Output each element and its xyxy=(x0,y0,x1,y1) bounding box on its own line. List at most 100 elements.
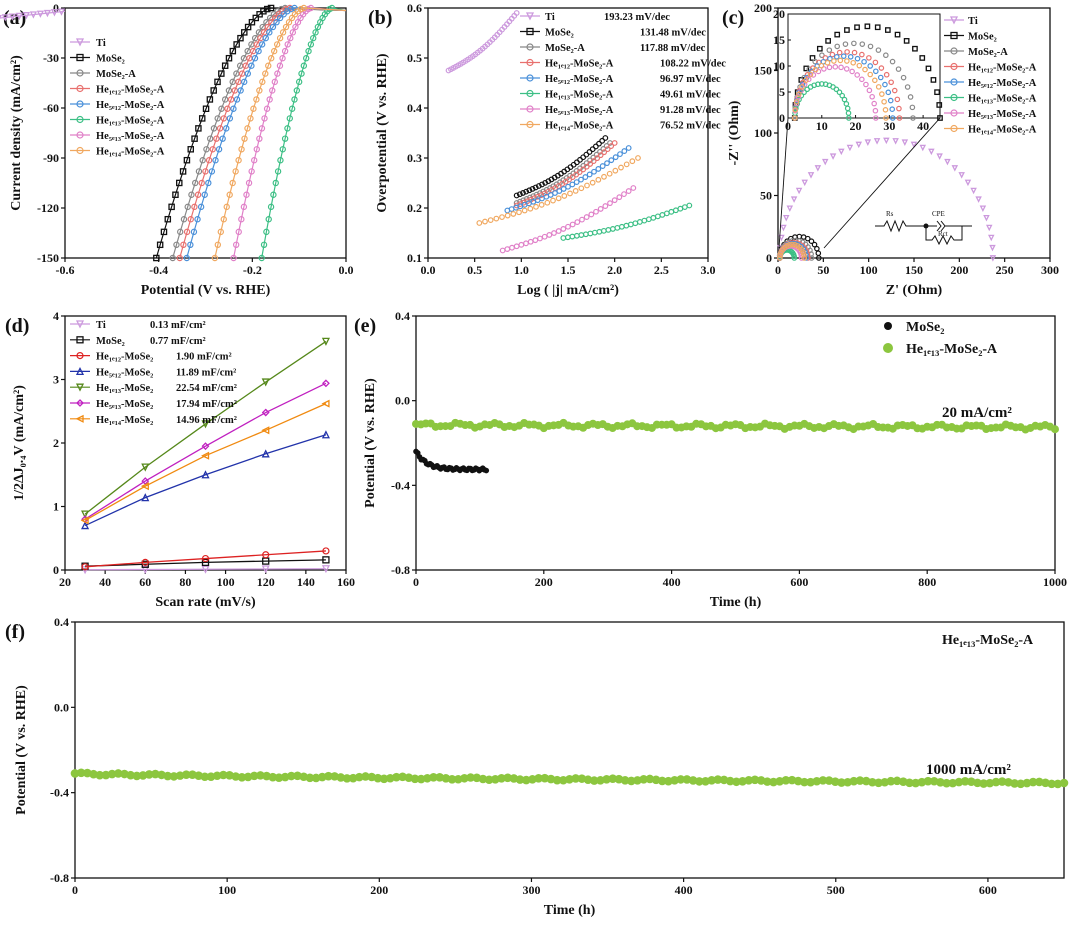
curve-marker xyxy=(184,203,191,211)
inset-marker xyxy=(889,58,896,65)
cdl-marker xyxy=(321,399,330,408)
legend-label: MoSe₂-A xyxy=(968,47,1008,58)
tafel-marker xyxy=(611,197,618,204)
tafel-marker xyxy=(583,160,590,166)
stability-point xyxy=(163,771,173,781)
x-tick-label: 0.0 xyxy=(339,263,354,277)
stability-point xyxy=(200,772,210,782)
y-tick-label: 1 xyxy=(53,500,59,514)
curve-marker xyxy=(284,125,291,132)
stability-point xyxy=(602,775,611,784)
curve-marker xyxy=(292,23,299,31)
curve-marker xyxy=(218,70,225,77)
tafel-marker xyxy=(589,179,596,186)
inset-marker xyxy=(795,93,802,100)
tafel-marker xyxy=(608,143,615,149)
stability-point xyxy=(639,775,648,784)
legend-label: He₁ₑ₁₂-MoSe₂-A xyxy=(96,85,165,96)
plot-frame xyxy=(64,7,347,259)
curve-marker xyxy=(8,13,16,21)
tafel-marker xyxy=(617,151,623,158)
curve-marker xyxy=(223,125,230,132)
curve-marker xyxy=(238,216,245,223)
nyquist-marker xyxy=(988,234,995,242)
nyquist-marker xyxy=(983,214,990,222)
cdl-marker xyxy=(201,451,210,460)
curve-marker xyxy=(201,191,208,198)
nyquist-marker xyxy=(919,144,927,152)
curve-marker xyxy=(233,96,241,103)
x-tick-label: 40 xyxy=(99,575,111,589)
legend-label: He₅ₑ₁₂-MoSe₂-A xyxy=(545,74,614,85)
stability-point xyxy=(466,773,475,782)
inset-marker xyxy=(875,84,882,90)
curve-marker xyxy=(288,105,296,112)
tafel-marker xyxy=(513,10,520,16)
curve-marker xyxy=(168,203,175,211)
y-axis-title: 1/2∆J₀.₄V (mA/cm²) xyxy=(12,385,27,501)
stability-point xyxy=(676,775,686,784)
tafel-marker xyxy=(561,193,568,199)
y-axis-title: Overpotential (V vs. RHE) xyxy=(375,53,390,213)
curve-marker xyxy=(221,62,229,69)
curve-marker xyxy=(244,23,252,31)
inset-marker xyxy=(863,81,869,88)
legend-marker xyxy=(950,62,958,71)
panel-label: (e) xyxy=(354,315,376,337)
curve-marker xyxy=(187,241,194,249)
curve-marker xyxy=(247,115,254,122)
tafel-marker xyxy=(482,218,488,225)
tafel-marker xyxy=(629,158,636,165)
inset-marker xyxy=(845,115,852,121)
curve-marker xyxy=(272,179,279,187)
circuit-cpe xyxy=(936,220,942,232)
tafel-marker xyxy=(476,220,483,226)
curve-marker xyxy=(230,105,237,112)
stability-point xyxy=(627,776,636,786)
cdl-marker xyxy=(141,493,150,502)
nyquist-marker xyxy=(964,179,972,187)
stability-point xyxy=(608,774,618,783)
stability-point xyxy=(305,773,315,783)
stability-point xyxy=(1047,779,1056,789)
legend-marker xyxy=(950,109,958,117)
curve-marker xyxy=(214,115,221,122)
stability-point xyxy=(113,769,123,778)
curve-marker xyxy=(281,47,289,55)
curve-marker xyxy=(251,157,258,164)
cdl-marker xyxy=(261,378,270,387)
inset-marker xyxy=(866,55,872,61)
legend-label: He₁ₑ₁₃-MoSe₂-A xyxy=(906,342,998,357)
tafel-marker xyxy=(516,209,522,216)
inset-marker xyxy=(844,49,850,55)
x-tick-label: 0.5 xyxy=(467,263,482,277)
tafel-marker xyxy=(510,211,517,217)
x-tick-label: 1.5 xyxy=(561,263,576,277)
nyquist-marker xyxy=(808,238,815,244)
tafel-marker xyxy=(523,240,529,247)
curve-marker xyxy=(187,146,194,153)
stability-point xyxy=(355,772,364,782)
curve-marker xyxy=(218,105,225,112)
y-axis-title: Potential (V vs. RHE) xyxy=(363,378,378,508)
x-tick-label: 250 xyxy=(996,263,1014,277)
y-tick-label: -60 xyxy=(43,101,59,115)
curve-marker xyxy=(208,168,216,175)
x-tick-label: -0.4 xyxy=(149,263,168,277)
tafel-marker xyxy=(604,160,610,167)
inset-marker xyxy=(891,87,898,94)
inset-marker xyxy=(859,41,866,47)
curve-marker xyxy=(233,41,240,48)
curve-marker xyxy=(238,146,245,153)
nyquist-marker xyxy=(777,255,783,261)
tafel-marker xyxy=(541,233,548,240)
inset-marker xyxy=(879,91,885,97)
legend-marker xyxy=(76,399,84,407)
cdl-series xyxy=(81,337,330,519)
curve-marker xyxy=(187,216,194,223)
curve-marker xyxy=(172,191,179,198)
x-tick-label: 200 xyxy=(950,263,968,277)
curve-marker xyxy=(219,135,226,142)
cdl-line xyxy=(85,568,326,571)
curve-marker xyxy=(291,4,298,12)
